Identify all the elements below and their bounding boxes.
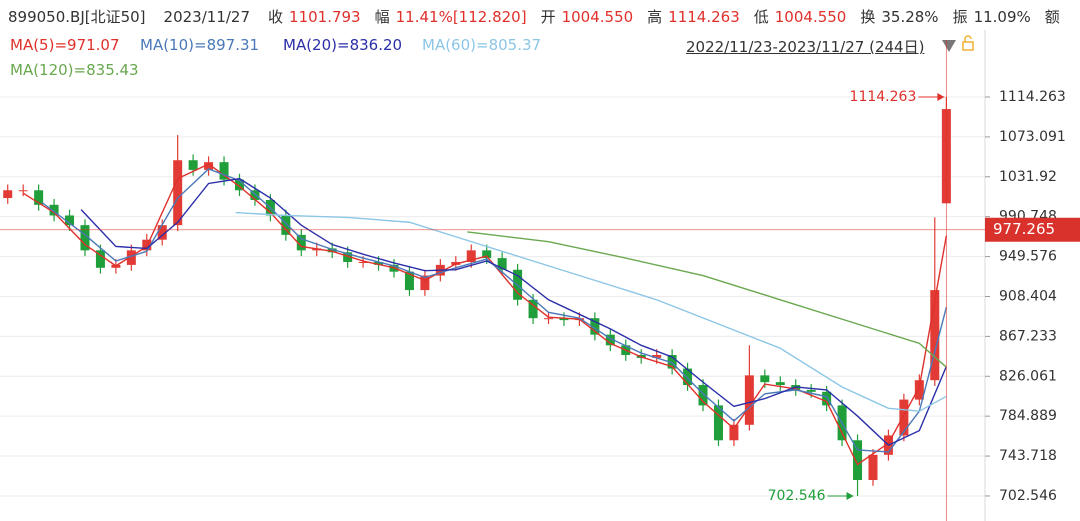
candle-body <box>559 318 569 321</box>
candle-body <box>868 454 878 481</box>
candle-body <box>605 334 615 346</box>
lock-icon[interactable] <box>962 41 974 51</box>
y-tick-label: 784.889 <box>999 408 1057 424</box>
candle-body <box>234 179 244 191</box>
legend-entry: MA(5)=971.07 <box>10 36 120 54</box>
ma-line <box>22 163 948 466</box>
info-label: 收 <box>268 8 284 26</box>
candle-body <box>729 424 739 441</box>
info-label: 额 <box>1044 8 1060 26</box>
candle-body <box>404 271 414 291</box>
info-value: 11.41%[112.820] <box>395 8 527 26</box>
candle-body <box>126 250 136 265</box>
candle-body <box>667 355 677 369</box>
date: 2023/11/27 <box>163 8 251 26</box>
candle-body <box>327 248 337 253</box>
info-label: 低 <box>753 8 769 26</box>
candle-body <box>914 380 924 400</box>
ma-line <box>467 231 947 368</box>
candle-body <box>95 250 105 268</box>
candle-body <box>65 215 75 226</box>
candle-body <box>204 162 214 170</box>
date-range[interactable]: 2022/11/23-2023/11/27 (244日) <box>686 38 925 56</box>
candle-body <box>219 162 229 180</box>
legend-entry: MA(10)=897.31 <box>140 36 260 54</box>
info-label: 换 <box>860 8 876 26</box>
candle-body <box>3 190 13 199</box>
candle-body <box>806 389 816 392</box>
legend-entry: MA(60)=805.37 <box>422 36 542 54</box>
last-price-label: 977.265 <box>993 220 1055 238</box>
candle-body <box>760 375 770 383</box>
y-tick-label: 949.576 <box>999 249 1057 265</box>
candle-body <box>744 375 754 425</box>
candle-body <box>80 225 90 251</box>
min-arrow-head <box>846 491 854 500</box>
max-label: 1114.263 <box>850 89 917 105</box>
candle-body <box>188 160 198 170</box>
info-value: 1004.550 <box>774 8 847 26</box>
info-value: 1004.550 <box>561 8 634 26</box>
info-value: 35.28% <box>881 8 939 26</box>
legend-entry: MA(20)=836.20 <box>283 36 403 54</box>
candle-body <box>358 261 368 263</box>
ma-line <box>42 168 948 453</box>
lock-icon-shackle <box>964 35 972 42</box>
candle-body <box>497 258 507 270</box>
candle-body <box>157 225 167 240</box>
info-label: 开 <box>540 8 556 26</box>
header: 899050.BJ[北证50] 2023/11/27 收 1101.793 幅 11.41… <box>8 6 1080 27</box>
legend-entry: MA(120)=835.43 <box>10 61 139 79</box>
candle-body <box>49 204 59 216</box>
y-tick-label: 867.233 <box>999 328 1057 344</box>
info-label: 高 <box>647 8 663 26</box>
candle-body <box>775 382 785 386</box>
candle-body <box>822 391 832 406</box>
code: 899050.BJ[北证50] <box>8 8 146 26</box>
candle-body <box>528 299 538 319</box>
candle-body <box>466 250 476 262</box>
info-value: 1101.793 <box>289 8 361 26</box>
y-tick-label: 826.061 <box>999 368 1057 384</box>
candle-body <box>683 368 693 386</box>
candle-body <box>343 252 353 262</box>
candle-body <box>281 215 291 235</box>
max-arrow-head <box>937 92 945 101</box>
dropdown-icon[interactable] <box>942 40 956 52</box>
info-label: 振 <box>952 8 968 26</box>
candle-body <box>250 190 260 200</box>
candle-body <box>713 405 723 441</box>
ma-line <box>80 177 948 446</box>
candle-body <box>930 290 940 381</box>
min-label: 702.546 <box>768 488 826 504</box>
info-label: 幅 <box>374 8 390 26</box>
y-tick-label: 1073.091 <box>999 129 1066 145</box>
candle-body <box>34 190 44 205</box>
candle-body <box>544 318 554 320</box>
info-value: 11.09% <box>973 8 1031 26</box>
y-tick-label: 702.546 <box>999 488 1057 504</box>
y-tick-label: 908.404 <box>999 288 1057 304</box>
y-tick-label: 1031.92 <box>999 169 1057 185</box>
candle-body <box>420 275 430 291</box>
ma-line <box>235 211 947 412</box>
last-price-box <box>985 217 1080 242</box>
candle-body <box>374 261 384 265</box>
candle-body <box>698 385 708 406</box>
candle-body <box>296 234 306 251</box>
y-tick-label: 743.718 <box>999 448 1057 464</box>
candle-body <box>590 318 600 335</box>
candle-body <box>173 160 183 226</box>
candle-body <box>652 355 662 358</box>
candle-body <box>18 190 28 192</box>
candle-body <box>853 440 863 481</box>
info-value: 1114.263 <box>668 8 740 26</box>
candle-body <box>899 399 909 436</box>
candle-body <box>482 250 492 259</box>
y-tick-label: 1114.263 <box>999 89 1066 105</box>
